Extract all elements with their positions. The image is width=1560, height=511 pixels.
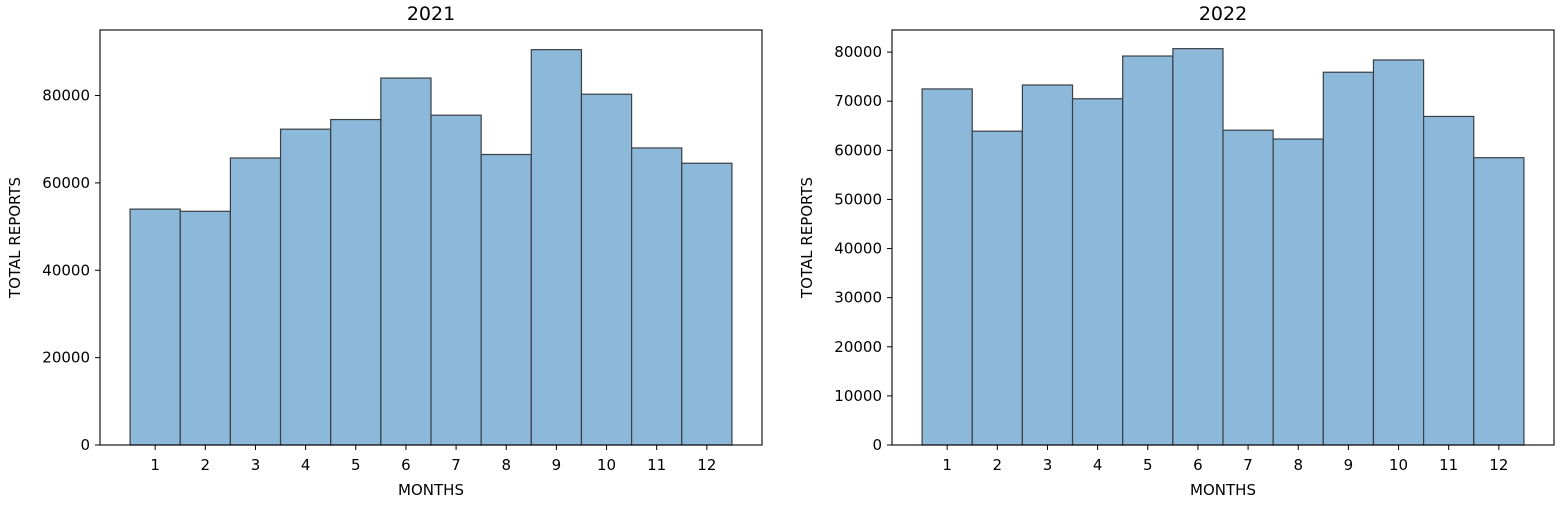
chart1-bar xyxy=(380,77,432,446)
chart2-x-tick-label: 3 xyxy=(1043,456,1053,474)
chart2-y-tick-label: 60000 xyxy=(834,141,882,159)
chart1-x-tick-label: 7 xyxy=(451,456,461,474)
chart1-bar xyxy=(631,147,683,446)
chart2-x-tick-label: 12 xyxy=(1489,456,1508,474)
chart1-y-tick-label: 0 xyxy=(80,436,90,454)
chart1-bar xyxy=(430,114,482,446)
chart2-y-tick-label: 10000 xyxy=(834,387,882,405)
chart2-title: 2022 xyxy=(1199,3,1247,25)
chart2-bar xyxy=(1222,129,1274,446)
chart1-y-tick-label: 20000 xyxy=(42,349,90,367)
chart2-x-tick-label: 7 xyxy=(1243,456,1253,474)
chart1-x-tick-label: 6 xyxy=(401,456,411,474)
chart2-x-tick-label: 4 xyxy=(1093,456,1103,474)
chart1-bar xyxy=(580,93,633,446)
chart2-bar xyxy=(1272,138,1324,446)
chart2-bar xyxy=(1372,59,1425,446)
chart2-x-tick-label: 9 xyxy=(1344,456,1354,474)
chart2-y-tick-label: 0 xyxy=(872,436,882,454)
chart2-x-tick-label: 1 xyxy=(942,456,952,474)
chart2-x-tick-label: 2 xyxy=(993,456,1003,474)
chart2-y-tick-label: 20000 xyxy=(834,338,882,356)
chart2-x-tick-label: 6 xyxy=(1193,456,1203,474)
chart2-bar xyxy=(1071,98,1124,446)
chart1-bar xyxy=(681,162,733,446)
chart2-y-tick-label: 30000 xyxy=(834,289,882,307)
chart1-x-tick-label: 9 xyxy=(552,456,562,474)
chart2-bar xyxy=(1021,84,1074,446)
chart2-x-tick-label: 11 xyxy=(1439,456,1458,474)
chart2-bar xyxy=(921,88,973,446)
chart2-bar xyxy=(1322,71,1375,446)
chart1-bar xyxy=(530,49,583,446)
chart1-plot-frame xyxy=(99,29,763,446)
chart2-y-tick-label: 80000 xyxy=(834,43,882,61)
chart1-y-tick-label: 60000 xyxy=(42,174,90,192)
chart2-x-tick-label: 8 xyxy=(1293,456,1303,474)
chart1-x-tick-label: 1 xyxy=(150,456,160,474)
chart2-y-tick-label: 50000 xyxy=(834,190,882,208)
chart1-x-axis-label: MONTHS xyxy=(398,481,464,499)
chart1-y-tick-label: 80000 xyxy=(42,87,90,105)
chart1-bar xyxy=(229,157,282,446)
chart1-bar xyxy=(480,153,532,446)
chart2-plot-frame xyxy=(891,29,1555,446)
chart2-y-tick-label: 40000 xyxy=(834,240,882,258)
chart1-x-tick-label: 5 xyxy=(351,456,361,474)
chart1-bar xyxy=(279,128,332,446)
chart2-bar xyxy=(1423,115,1475,446)
chart1-title: 2021 xyxy=(407,3,455,25)
chart2-y-axis-label: TOTAL REPORTS xyxy=(798,177,816,299)
chart1-x-tick-label: 8 xyxy=(501,456,511,474)
chart1-y-axis-label: TOTAL REPORTS xyxy=(6,177,24,299)
chart2-x-axis-label: MONTHS xyxy=(1190,481,1256,499)
chart2-x-tick-label: 5 xyxy=(1143,456,1153,474)
chart1-y-tick-label: 40000 xyxy=(42,261,90,279)
chart1-x-tick-label: 2 xyxy=(201,456,211,474)
chart1-bar xyxy=(330,118,382,446)
chart2-bar xyxy=(971,130,1023,446)
chart1-x-tick-label: 10 xyxy=(597,456,616,474)
chart1-x-tick-label: 11 xyxy=(647,456,666,474)
chart1-x-tick-label: 12 xyxy=(697,456,716,474)
chart2-bar xyxy=(1172,48,1224,446)
chart1-bar xyxy=(129,208,181,446)
chart2-bar xyxy=(1473,157,1525,446)
chart1-x-tick-label: 3 xyxy=(251,456,261,474)
chart2-bar xyxy=(1122,55,1174,446)
chart1-bar xyxy=(179,210,231,446)
chart2-x-tick-label: 10 xyxy=(1389,456,1408,474)
chart2-y-tick-label: 70000 xyxy=(834,92,882,110)
chart1-x-tick-label: 4 xyxy=(301,456,311,474)
